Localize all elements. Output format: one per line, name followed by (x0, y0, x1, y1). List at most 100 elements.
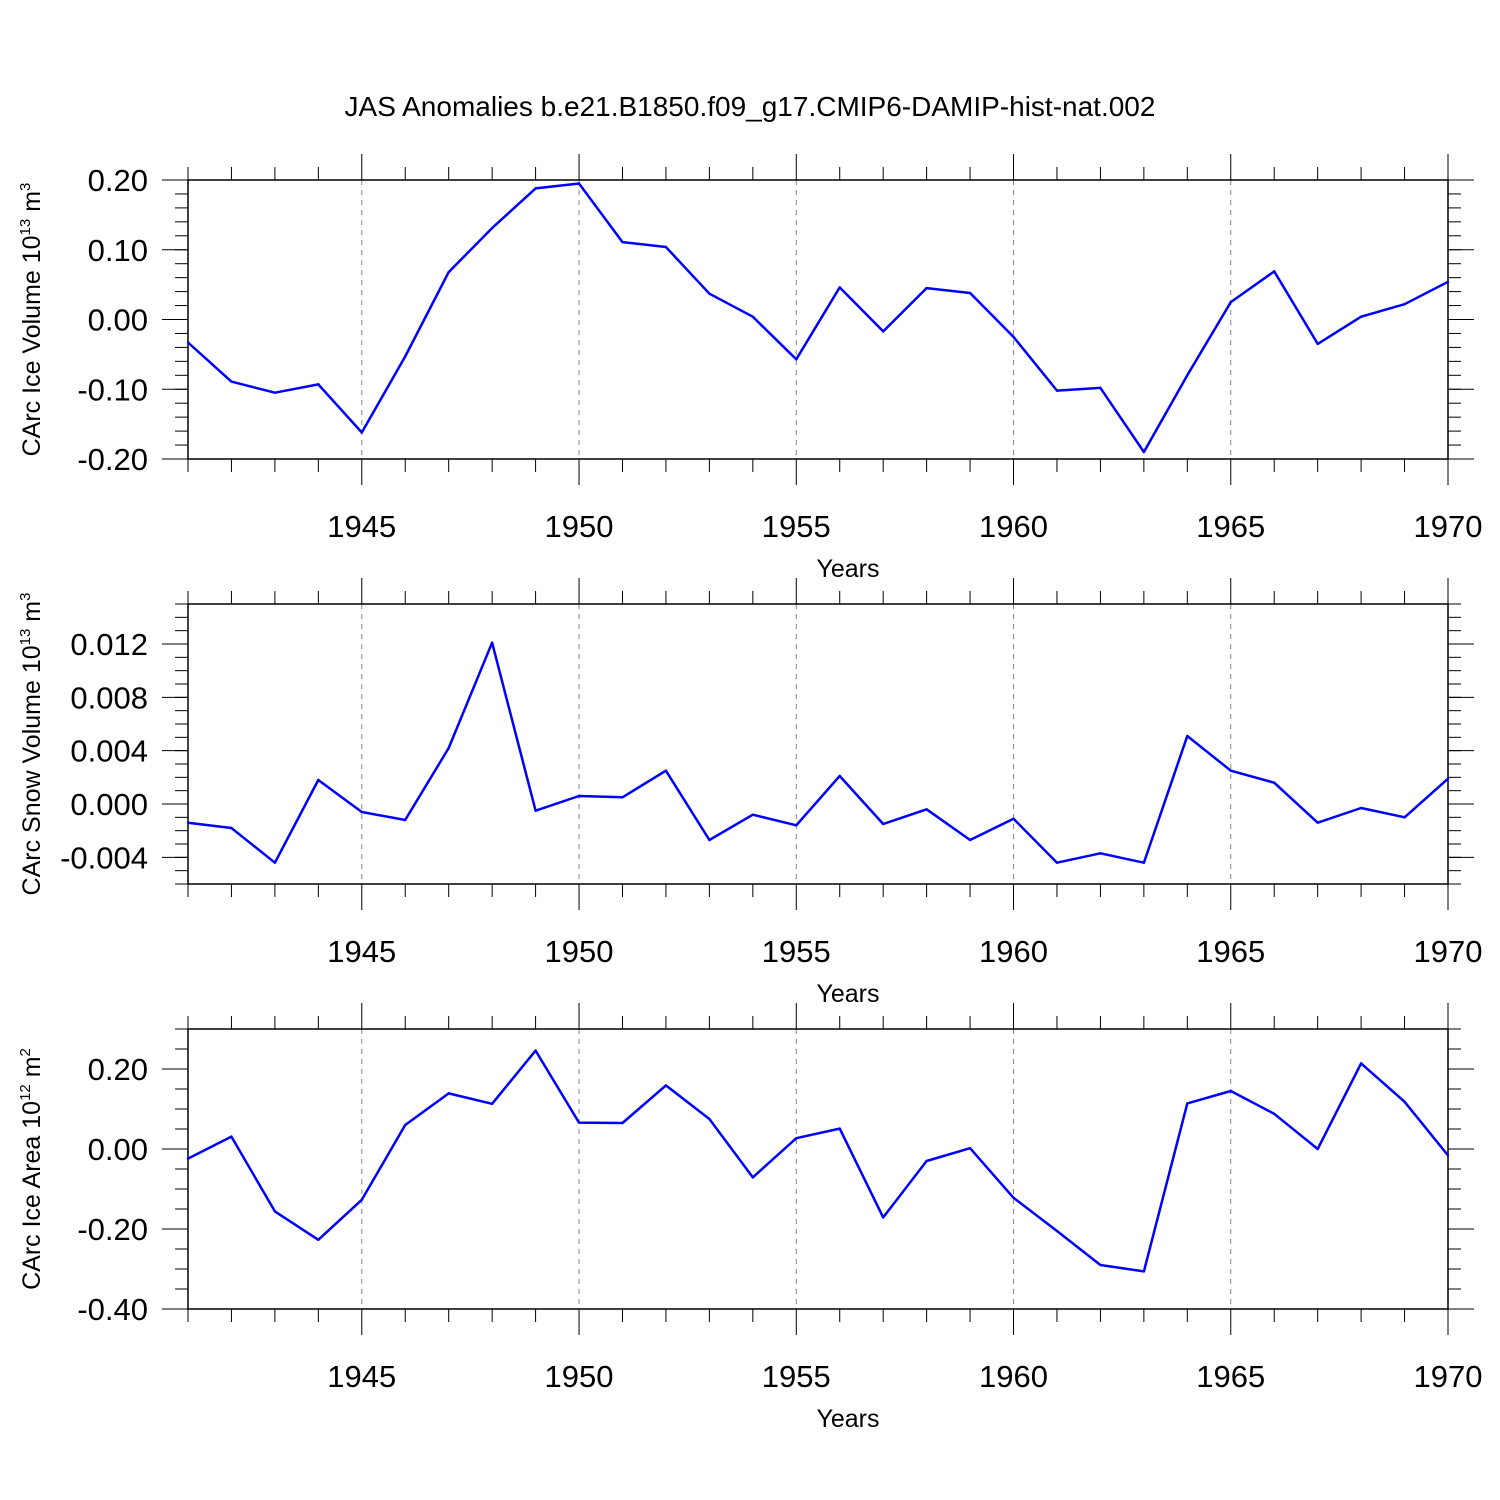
data-point (621, 796, 624, 799)
data-point (447, 746, 450, 750)
x-tick-label: 1965 (1196, 934, 1265, 969)
y-tick-label: -0.004 (60, 840, 148, 875)
y-tick-label: 0.00 (88, 1132, 148, 1167)
data-point (360, 1198, 363, 1202)
y-tick-label: -0.10 (77, 372, 148, 407)
x-axis-label: Years (816, 980, 879, 1008)
x-tick-label: 1970 (1414, 1359, 1483, 1394)
y-axis-label: CArc Snow Volume 1013 m3 (17, 593, 46, 896)
data-point (1142, 861, 1146, 864)
data-point (577, 794, 581, 798)
x-tick-label: 1950 (545, 934, 614, 969)
data-point (1359, 1062, 1363, 1065)
data-point (795, 824, 798, 827)
x-tick-label: 1945 (327, 934, 396, 969)
x-tick-label: 1965 (1196, 509, 1265, 544)
data-point (317, 778, 320, 782)
y-tick-label: 0.012 (70, 627, 148, 662)
data-point (1055, 389, 1059, 392)
data-point (534, 187, 537, 190)
data-point (1229, 300, 1232, 304)
data-point (708, 292, 711, 295)
data-point (490, 641, 494, 644)
y-axis-label: CArc Ice Volume 1013 m3 (17, 183, 46, 457)
chart-title: JAS Anomalies b.e21.B1850.f09_g17.CMIP6-… (345, 91, 1156, 122)
data-point (230, 380, 233, 383)
data-point (795, 358, 798, 361)
data-point (664, 1084, 668, 1087)
data-point (881, 822, 885, 826)
panel-snow-volume: -0.004 0.000 0.004 0.008 0.012 1945 1950 1955 19… (17, 578, 1482, 1008)
data-point (1403, 302, 1406, 306)
x-tick-label: 1960 (979, 509, 1048, 544)
data-point (925, 1159, 928, 1163)
x-tick-label: 1970 (1414, 934, 1483, 969)
x-axis-label: Years (816, 1405, 879, 1433)
data-point (881, 1216, 885, 1219)
data-point (577, 182, 581, 185)
data-point (1142, 450, 1146, 454)
data-point (186, 341, 190, 344)
y-tick-label: -0.40 (77, 1292, 148, 1327)
data-point (1012, 817, 1015, 820)
data-point (1229, 769, 1232, 772)
data-point (1186, 1102, 1189, 1105)
x-tick-label: 1970 (1414, 509, 1483, 544)
data-point (708, 838, 711, 842)
x-tick-label: 1955 (762, 1359, 831, 1394)
y-tick-label: 0.000 (70, 787, 148, 822)
data-point (1446, 777, 1450, 780)
data-point (317, 1238, 320, 1242)
data-point (1273, 781, 1276, 784)
data-point (360, 810, 363, 814)
data-point (1142, 1270, 1146, 1273)
data-point (1186, 734, 1189, 738)
data-point (968, 1147, 972, 1150)
data-point (968, 291, 972, 295)
data-point (1099, 1263, 1102, 1267)
data-point (186, 821, 190, 824)
plot-frame (187, 1028, 1449, 1310)
x-tick-label: 1965 (1196, 1359, 1265, 1394)
data-point (404, 355, 407, 358)
data-point (751, 813, 755, 816)
data-point (1055, 861, 1059, 864)
x-axis-label: Years (816, 555, 879, 583)
data-point (621, 240, 624, 244)
data-point (230, 1135, 233, 1138)
data-point (1229, 1089, 1232, 1093)
data-point (230, 826, 233, 830)
data-point (708, 1117, 711, 1121)
data-point (273, 861, 277, 864)
data-point (925, 286, 928, 290)
data-point (273, 391, 277, 394)
data-point (751, 315, 755, 318)
data-point (881, 330, 885, 333)
data-point (1446, 280, 1450, 284)
data-point (751, 1176, 755, 1179)
data-point (360, 431, 363, 434)
data-point (1316, 342, 1319, 346)
data-point (273, 1210, 277, 1213)
data-point (664, 245, 668, 249)
data-point (490, 1102, 494, 1106)
plot-frame (187, 603, 1449, 885)
y-tick-label: 0.00 (88, 303, 148, 338)
data-point (1446, 1154, 1450, 1157)
panel-ice-volume: -0.20 -0.10 0.00 0.10 0.20 1945 1950 1955 1960 19… (17, 154, 1482, 583)
y-tick-label: -0.20 (77, 442, 148, 477)
x-tick-label: 1960 (979, 934, 1048, 969)
x-tick-label: 1955 (762, 509, 831, 544)
data-point (1359, 315, 1363, 318)
data-point (317, 383, 320, 386)
y-tick-label: 0.20 (88, 163, 148, 198)
data-point (447, 1092, 450, 1095)
series-line-ice-volume (187, 182, 1449, 454)
data-point (664, 769, 668, 772)
data-point (404, 818, 407, 822)
data-point (1099, 386, 1102, 390)
data-point (621, 1121, 624, 1125)
data-point (1403, 1100, 1406, 1104)
y-tick-label: 0.004 (70, 734, 148, 769)
